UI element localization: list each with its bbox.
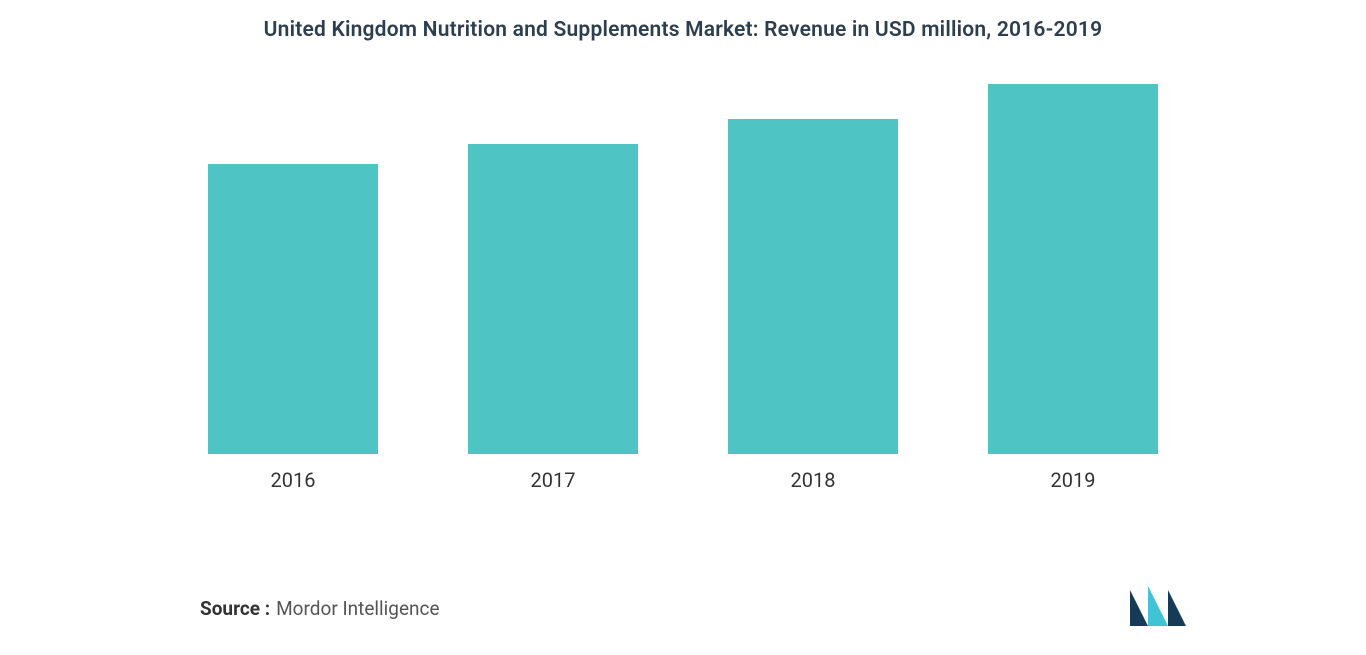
bar-group: 2019 [983,84,1163,492]
x-tick-label: 2018 [791,468,836,492]
bar-2016 [208,164,378,454]
bar-2017 [468,144,638,454]
source-footer: Source : Mordor Intelligence [200,597,440,620]
brand-logo [1128,582,1196,630]
x-tick-label: 2019 [1051,468,1096,492]
x-tick-label: 2016 [271,468,316,492]
bar-chart: 2016 2017 2018 2019 [203,92,1163,492]
bar-group: 2018 [723,119,903,492]
bar-group: 2016 [203,164,383,492]
chart-title: United Kingdom Nutrition and Supplements… [0,0,1366,52]
bar-2018 [728,119,898,454]
x-tick-label: 2017 [531,468,576,492]
source-value: Mordor Intelligence [276,597,439,620]
bar-group: 2017 [463,144,643,492]
source-label: Source : [200,597,270,620]
bar-2019 [988,84,1158,454]
logo-icon [1128,582,1196,630]
